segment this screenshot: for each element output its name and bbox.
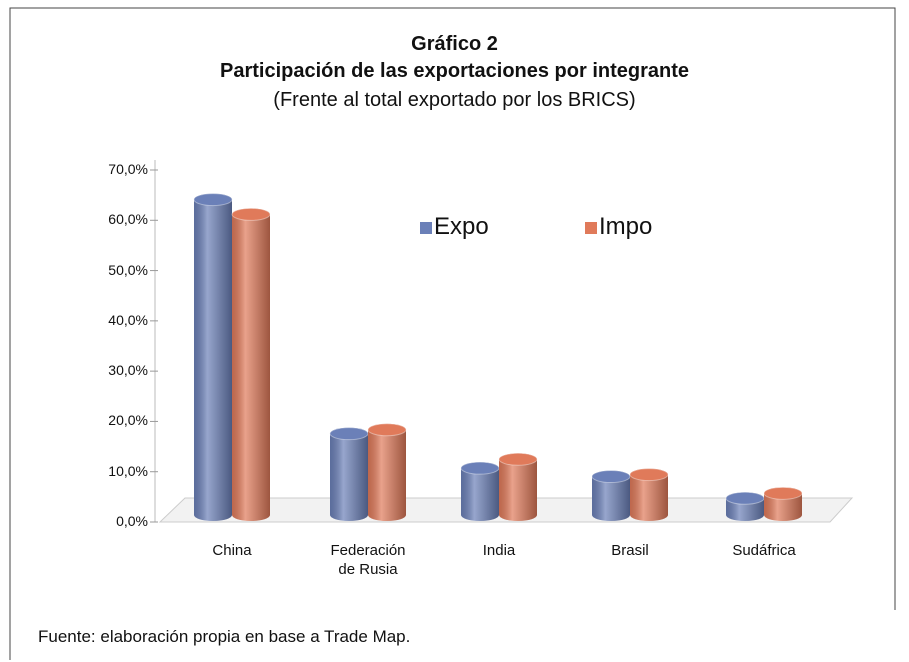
bar-shade <box>630 468 668 521</box>
source-note: Fuente: elaboración propia en base a Tra… <box>38 627 411 646</box>
y-tick-label: 10,0% <box>108 462 148 479</box>
legend-label: Impo <box>599 213 653 240</box>
y-tick-label: 40,0% <box>108 311 148 328</box>
legend-swatch <box>420 222 432 234</box>
y-tick-label: 0,0% <box>116 513 148 529</box>
x-tick-label: India <box>482 542 516 559</box>
bar-shade <box>461 462 499 521</box>
bar-top <box>591 470 631 484</box>
frame <box>9 7 896 660</box>
bar-shade <box>368 423 406 521</box>
bar-shade <box>592 470 630 521</box>
y-tick-label: 30,0% <box>108 362 148 379</box>
chart-title: Gráfico 2 <box>411 33 498 55</box>
chart-subtitle: (Frente al total exportado por los BRICS… <box>273 89 636 111</box>
bar-top <box>763 486 803 500</box>
x-tick-label: Sudáfrica <box>732 542 796 559</box>
legend-swatch <box>585 222 597 234</box>
bar-shade <box>499 453 537 521</box>
bar-top <box>725 491 765 505</box>
bar-top <box>629 468 669 482</box>
x-tick-label: China <box>212 542 252 559</box>
x-tick-label: Brasil <box>611 542 649 559</box>
bar-shade <box>330 427 368 521</box>
bar-top <box>460 461 500 475</box>
y-tick-label: 20,0% <box>108 412 148 429</box>
chart-subtitle: Participación de las exportaciones por i… <box>219 60 690 82</box>
bar-shade <box>194 193 232 521</box>
y-tick-label: 60,0% <box>108 211 148 228</box>
bar-top <box>367 423 407 437</box>
bar-top <box>498 452 538 466</box>
y-tick-label: 50,0% <box>108 261 148 278</box>
bar-shade <box>232 208 270 521</box>
legend-label: Expo <box>434 213 489 240</box>
bar-top <box>231 207 271 221</box>
y-tick-label: 70,0% <box>108 161 148 177</box>
x-tick-label: Federación de Rusia <box>330 542 406 578</box>
bar-top <box>329 427 369 441</box>
bar-top <box>193 193 233 207</box>
